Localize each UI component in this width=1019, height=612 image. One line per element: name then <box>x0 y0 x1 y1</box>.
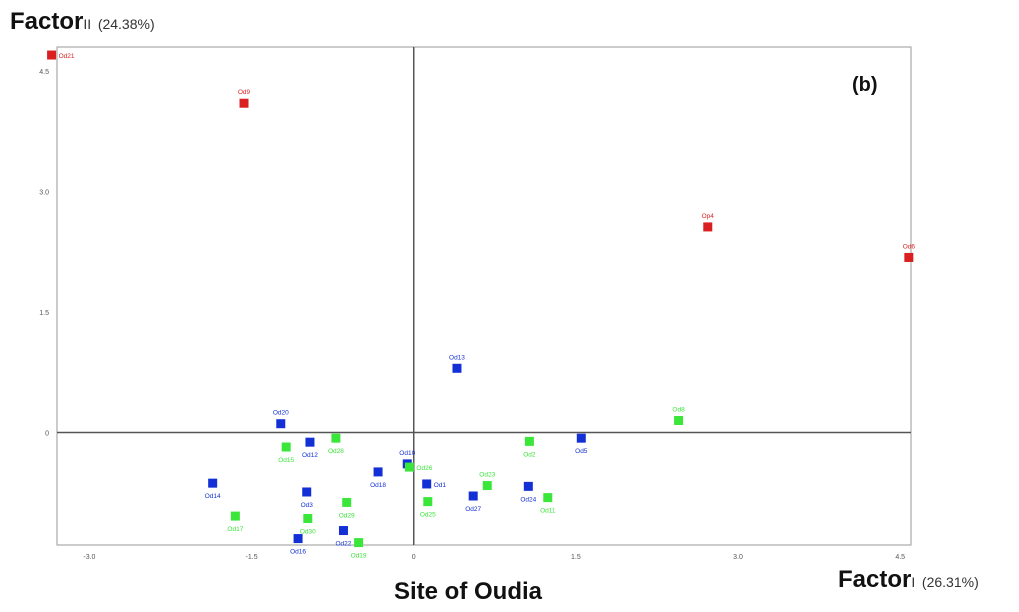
data-point <box>543 493 553 503</box>
point-label: Od28 <box>328 448 344 455</box>
point-label: Od3 <box>301 502 314 509</box>
data-point <box>293 534 303 544</box>
data-point <box>281 442 291 452</box>
y-axis-title-numeral: II <box>83 16 92 32</box>
point-label: Od22 <box>336 541 352 548</box>
point-label: Od11 <box>540 508 556 515</box>
x-tick-label: 0 <box>412 554 416 561</box>
data-point <box>524 436 534 446</box>
y-axis-title-main: Factor <box>10 8 84 35</box>
point-label: Od2 <box>523 451 536 458</box>
y-axis-title-percent: (24.38%) <box>97 16 155 32</box>
data-point <box>331 433 341 443</box>
data-point <box>422 479 432 489</box>
data-point <box>452 363 462 373</box>
point-label: Od12 <box>302 452 318 459</box>
x-tick-label: -1.5 <box>246 554 258 561</box>
point-label: Od20 <box>273 410 289 417</box>
data-point <box>47 50 57 60</box>
y-tick-label: 4.5 <box>39 69 49 76</box>
data-point <box>576 433 586 443</box>
x-tick-label: 3.0 <box>733 554 743 561</box>
point-label: Od24 <box>520 496 536 503</box>
point-label: Od30 <box>300 528 316 535</box>
data-point <box>354 538 364 548</box>
data-point <box>404 462 414 472</box>
y-tick-label: 3.0 <box>39 190 49 197</box>
y-tick-label: 1.5 <box>39 310 49 317</box>
point-label: Od1 <box>434 482 447 489</box>
x-axis-title-main: Factor <box>838 566 912 593</box>
point-label: Od15 <box>278 457 294 464</box>
point-label: Od18 <box>370 482 386 489</box>
data-point <box>904 252 914 262</box>
x-tick-label: 4.5 <box>895 554 905 561</box>
point-label: Od13 <box>449 354 465 361</box>
point-label: Od23 <box>479 472 495 479</box>
point-label: Od8 <box>672 407 685 414</box>
x-axis-title-numeral: I <box>911 574 916 590</box>
point-label: Od9 <box>238 89 251 96</box>
point-label: Op4 <box>702 213 715 220</box>
point-label: Od27 <box>465 506 481 513</box>
point-label: Od19 <box>351 553 367 560</box>
point-label: Od16 <box>290 549 306 556</box>
point-label: Od25 <box>420 512 436 519</box>
data-point <box>239 98 249 108</box>
point-label: Od10 <box>399 450 415 457</box>
data-point <box>373 467 383 477</box>
point-label: Od21 <box>59 53 75 60</box>
data-point <box>302 487 312 497</box>
data-point <box>468 491 478 501</box>
data-point <box>208 478 218 488</box>
plot-frame <box>56 46 912 546</box>
data-point <box>338 526 348 536</box>
data-point <box>276 419 286 429</box>
data-point <box>482 481 492 491</box>
site-label: Site of Oudia <box>394 578 543 605</box>
data-point <box>674 416 684 425</box>
data-point <box>303 513 313 523</box>
y-axis-title: FactorII (24.38%) <box>10 8 155 36</box>
x-tick-label: 1.5 <box>571 554 581 561</box>
point-label: Od14 <box>205 493 221 500</box>
point-label: Od6 <box>903 243 916 250</box>
data-point <box>703 222 713 232</box>
data-point <box>230 511 240 521</box>
x-axis-title-percent: (26.31%) <box>921 574 979 590</box>
panel-label: (b) <box>852 74 878 96</box>
point-label: Od17 <box>227 526 243 533</box>
x-tick-label: -3.0 <box>83 554 95 561</box>
point-label: Od26 <box>416 465 432 472</box>
data-point <box>305 437 315 447</box>
data-point <box>423 497 433 507</box>
data-point <box>523 481 533 491</box>
data-point <box>342 497 352 507</box>
point-label: Od29 <box>339 512 355 519</box>
x-axis-title: FactorI (26.31%) <box>838 566 979 594</box>
y-tick-label: 0 <box>45 431 49 438</box>
point-label: Od5 <box>575 448 588 455</box>
